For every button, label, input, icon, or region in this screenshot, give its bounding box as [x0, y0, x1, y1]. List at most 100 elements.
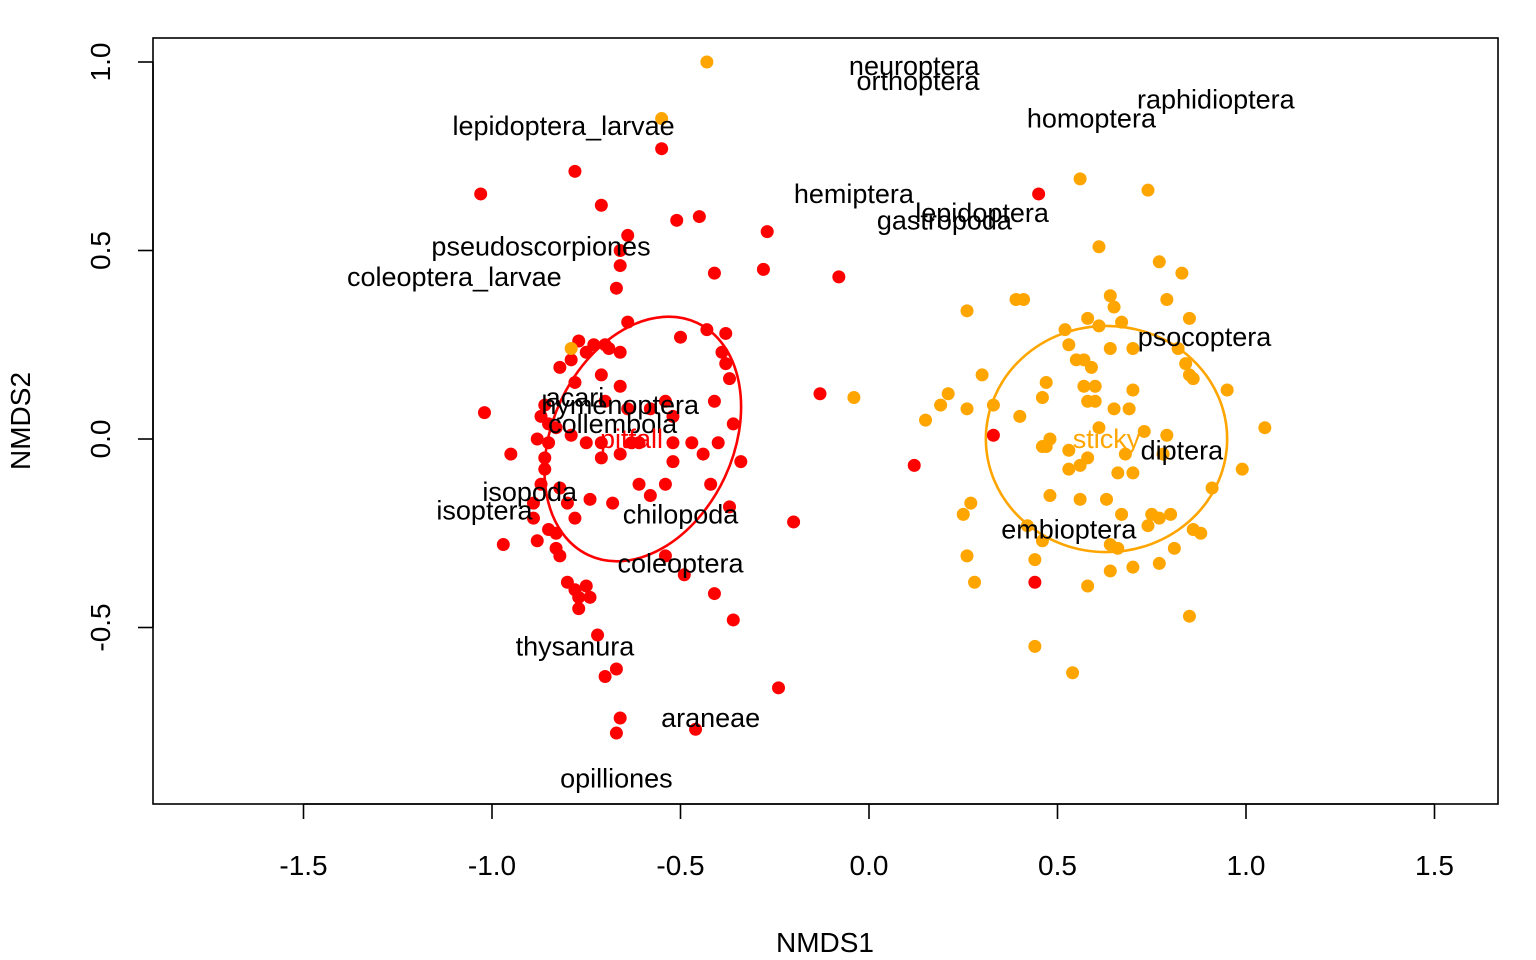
- label-thysanura: thysanura: [516, 631, 636, 661]
- point-sticky: [1092, 240, 1106, 254]
- y-axis: -0.5 0.0 0.5 1.0: [85, 43, 154, 652]
- point-pitfall: [609, 281, 623, 295]
- point-sticky: [1164, 507, 1178, 521]
- point-pitfall: [719, 326, 733, 340]
- label-diptera: diptera: [1141, 435, 1225, 465]
- point-sticky: [1039, 440, 1053, 454]
- point-sticky: [1175, 266, 1189, 280]
- point-pitfall: [760, 225, 774, 239]
- point-sticky: [968, 575, 982, 589]
- label-chilopoda: chilopoda: [623, 499, 740, 529]
- point-sticky: [1088, 394, 1102, 408]
- point-pitfall: [526, 496, 540, 510]
- x-axis-label: NMDS1: [776, 927, 874, 958]
- point-pitfall: [1028, 575, 1042, 589]
- point-pitfall: [474, 187, 488, 201]
- point-sticky: [919, 413, 933, 427]
- point-sticky: [941, 387, 955, 401]
- point-sticky: [1107, 402, 1121, 416]
- label-coleoptera: coleoptera: [617, 548, 744, 578]
- point-pitfall: [553, 549, 567, 563]
- point-pitfall: [621, 315, 635, 329]
- point-sticky: [964, 496, 978, 510]
- point-pitfall: [538, 462, 552, 476]
- point-pitfall: [609, 726, 623, 740]
- point-pitfall: [549, 421, 563, 435]
- label-homoptera: homoptera: [1027, 104, 1157, 134]
- point-pitfall: [594, 368, 608, 382]
- point-sticky: [1126, 560, 1140, 574]
- x-tick-label: -1.5: [279, 850, 327, 881]
- point-pitfall: [564, 353, 578, 367]
- point-sticky: [1220, 383, 1234, 397]
- point-sticky: [960, 549, 974, 563]
- label-acari: acari: [546, 383, 605, 413]
- x-tick-label: 0.0: [850, 850, 889, 881]
- point-pitfall: [594, 451, 608, 465]
- x-tick-label: 1.5: [1415, 850, 1454, 881]
- point-pitfall: [674, 330, 687, 344]
- point-sticky: [1115, 315, 1129, 329]
- point-sticky: [1066, 666, 1080, 680]
- point-pitfall: [568, 164, 582, 178]
- point-pitfall: [723, 372, 737, 386]
- point-sticky: [1035, 534, 1049, 548]
- point-pitfall: [602, 342, 616, 356]
- point-pitfall: [666, 436, 680, 450]
- point-pitfall: [704, 477, 718, 491]
- point-sticky: [1028, 553, 1042, 567]
- label-raphidioptera: raphidioptera: [1137, 85, 1296, 115]
- point-pitfall: [542, 436, 556, 450]
- point-sticky: [1171, 342, 1185, 356]
- label-sticky: sticky: [1073, 424, 1141, 454]
- point-sticky: [956, 507, 970, 521]
- point-sticky: [1103, 289, 1117, 303]
- point-pitfall: [670, 213, 684, 227]
- point-pitfall: [613, 447, 627, 461]
- point-sticky: [1088, 379, 1102, 393]
- point-pitfall: [696, 447, 710, 461]
- point-pitfall: [658, 394, 672, 408]
- point-pitfall: [658, 549, 672, 563]
- ellipse-sticky: [984, 324, 1229, 554]
- point-pitfall: [986, 428, 1000, 442]
- label-gastropoda: gastropoda: [877, 205, 1013, 235]
- point-pitfall: [756, 262, 770, 276]
- point-sticky: [1118, 447, 1132, 461]
- point-sticky: [1111, 541, 1125, 555]
- point-sticky: [1073, 458, 1087, 472]
- point-pitfall: [677, 568, 691, 582]
- point-pitfall: [685, 436, 699, 450]
- point-pitfall: [621, 228, 635, 242]
- point-sticky: [1077, 379, 1091, 393]
- point-pitfall: [579, 345, 593, 359]
- point-pitfall: [579, 579, 593, 593]
- point-pitfall: [564, 428, 578, 442]
- label-opilliones: opilliones: [560, 763, 673, 793]
- point-pitfall: [583, 590, 597, 604]
- point-sticky: [1115, 507, 1129, 521]
- point-pitfall: [530, 432, 544, 446]
- point-pitfall: [568, 375, 582, 389]
- point-pitfall: [655, 142, 669, 156]
- point-pitfall: [613, 244, 627, 257]
- point-pitfall: [632, 436, 646, 450]
- label-neuroptera: neuroptera: [849, 51, 981, 81]
- label-orthoptera: orthoptera: [856, 66, 980, 96]
- point-sticky: [1103, 342, 1117, 356]
- point-pitfall: [594, 436, 608, 450]
- point-sticky: [1160, 293, 1174, 307]
- point-sticky: [1111, 466, 1125, 480]
- point-pitfall: [907, 458, 921, 472]
- label-collembola: collembola: [548, 409, 678, 439]
- point-pitfall: [598, 670, 612, 684]
- point-pitfall: [726, 417, 740, 431]
- point-sticky: [1084, 360, 1098, 374]
- point-sticky: [1156, 447, 1170, 461]
- point-sticky: [934, 398, 948, 412]
- x-tick-label: -0.5: [656, 850, 704, 881]
- y-tick-label: 0.0: [85, 420, 116, 459]
- point-pitfall: [692, 210, 706, 224]
- point-sticky: [1160, 428, 1174, 442]
